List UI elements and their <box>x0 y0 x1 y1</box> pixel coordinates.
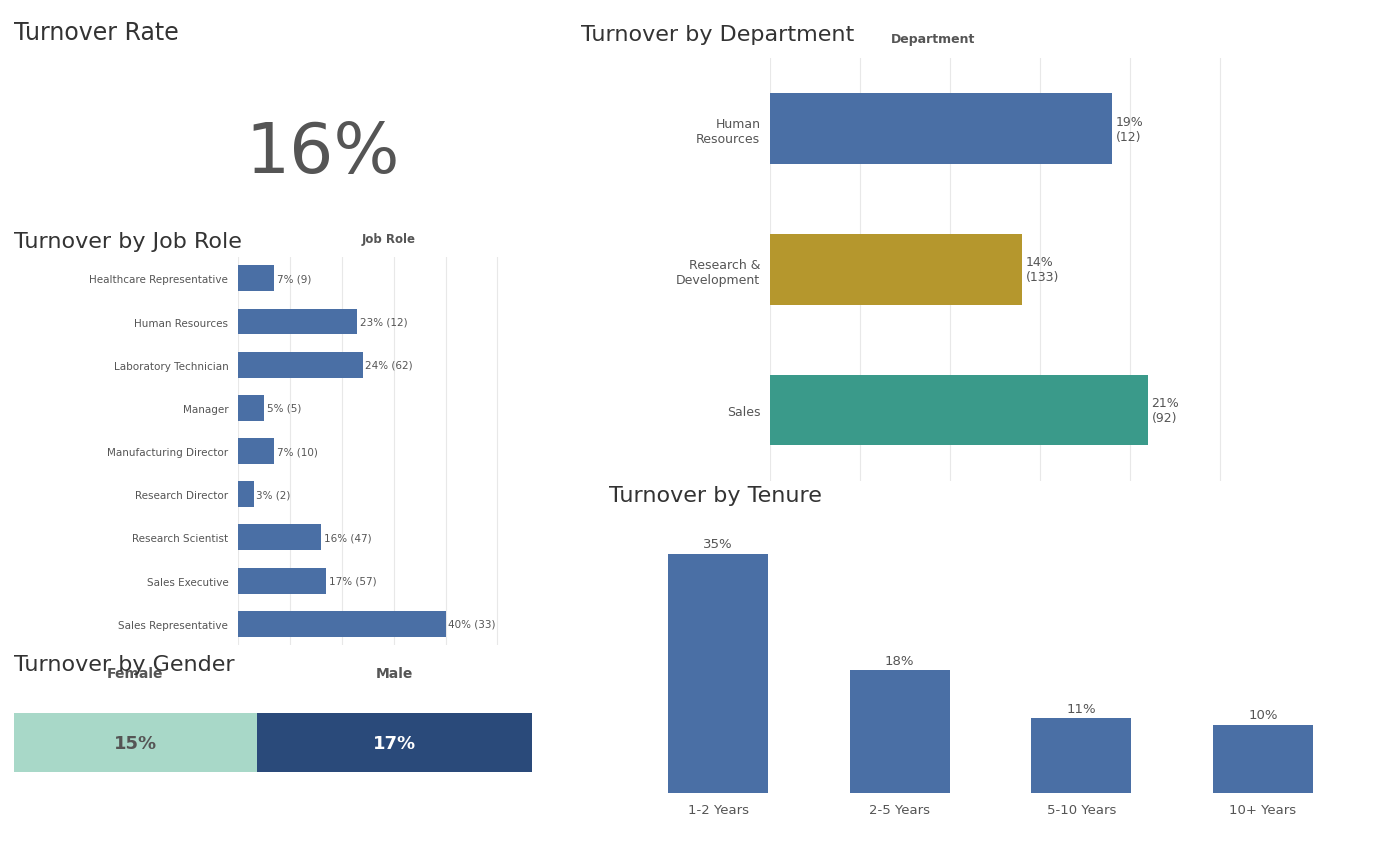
Bar <box>770 235 1022 306</box>
Text: Turnover by Gender: Turnover by Gender <box>14 654 235 674</box>
Bar <box>256 713 532 772</box>
Text: 10%: 10% <box>1249 709 1278 722</box>
Bar <box>238 482 253 507</box>
Text: Female: Female <box>108 666 164 680</box>
Text: Turnover by Department: Turnover by Department <box>581 25 854 46</box>
Bar <box>770 95 1112 165</box>
Text: 18%: 18% <box>885 654 914 667</box>
Text: Department: Department <box>890 34 976 46</box>
Bar <box>238 266 274 292</box>
Bar <box>1212 725 1313 793</box>
Bar <box>238 568 326 594</box>
Text: 16%: 16% <box>245 120 400 187</box>
Text: 17%: 17% <box>372 733 416 752</box>
Text: Job Role: Job Role <box>361 233 416 246</box>
Text: 5% (5): 5% (5) <box>266 403 301 414</box>
Text: 11%: 11% <box>1067 702 1096 715</box>
Text: 35%: 35% <box>703 538 732 551</box>
Bar <box>668 555 769 793</box>
Text: 21%
(92): 21% (92) <box>1152 397 1179 425</box>
Text: Turnover Rate: Turnover Rate <box>14 21 179 46</box>
Bar <box>238 396 265 421</box>
Text: Turnover by Job Role: Turnover by Job Role <box>14 232 242 252</box>
Bar <box>1032 718 1131 793</box>
Text: 19%
(12): 19% (12) <box>1116 116 1144 143</box>
Text: 7% (10): 7% (10) <box>277 446 318 457</box>
Bar <box>770 376 1148 446</box>
Text: 17% (57): 17% (57) <box>329 576 377 586</box>
Text: 24% (62): 24% (62) <box>365 360 413 371</box>
Text: 3% (2): 3% (2) <box>256 490 291 500</box>
Text: 40% (33): 40% (33) <box>448 619 496 629</box>
Text: 23% (12): 23% (12) <box>360 317 407 327</box>
Bar <box>238 439 274 464</box>
Bar <box>850 670 949 793</box>
Text: Male: Male <box>375 666 413 680</box>
Text: 14%
(133): 14% (133) <box>1026 256 1058 284</box>
Text: 7% (9): 7% (9) <box>277 274 311 284</box>
Text: 15%: 15% <box>113 733 157 752</box>
Bar <box>238 309 357 335</box>
Bar <box>238 611 445 637</box>
Bar <box>238 525 321 551</box>
Text: 16% (47): 16% (47) <box>323 533 371 543</box>
Bar <box>14 713 256 772</box>
Bar <box>238 352 363 378</box>
Text: Turnover by Tenure: Turnover by Tenure <box>609 485 822 506</box>
